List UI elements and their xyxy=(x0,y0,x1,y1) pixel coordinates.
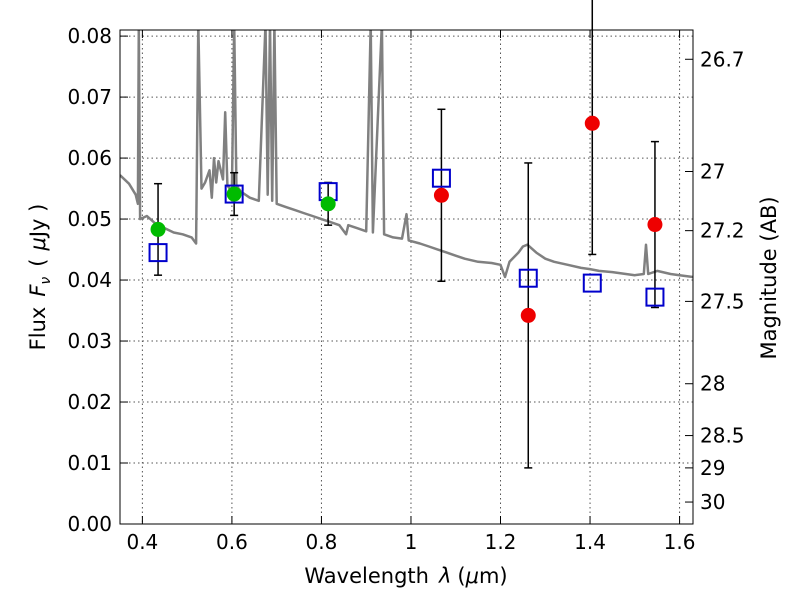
observed-flux-point xyxy=(584,115,600,131)
model-photometry-square xyxy=(645,287,665,307)
magnitude-tick-label: 27.5 xyxy=(700,289,745,313)
magnitude-tick-label: 30 xyxy=(700,490,725,514)
y-tick-label: 0.07 xyxy=(67,85,112,109)
y-tick-label: 0.06 xyxy=(67,146,112,170)
y-axis-label-unit-mu: μ xyxy=(26,237,50,251)
y-axis-label-subscript: ν xyxy=(38,277,54,285)
y-axis-label-unit-open: ( xyxy=(26,259,50,267)
y2-axis-label: Magnitude (AB) xyxy=(757,196,781,359)
x-tick-label: 1 xyxy=(405,530,418,554)
x-axis-label: Wavelength λ (μm) xyxy=(304,564,507,588)
x-tick-label: 1.4 xyxy=(574,530,606,554)
model-photometry-square xyxy=(224,184,244,204)
magnitude-tick-label: 28 xyxy=(700,372,725,396)
magnitude-tick-label: 27.2 xyxy=(700,219,745,243)
y-tick-label: 0.01 xyxy=(67,451,112,475)
model-photometry-square xyxy=(582,273,602,293)
y-axis-label-text: Flux xyxy=(26,307,50,351)
y-tick-label: 0.02 xyxy=(67,390,112,414)
tick-layer: 0.4 0.6 0.8 1 1.2 1.4 1.6 0.00 0.01 0.02 0.03 0.04 0… xyxy=(67,24,744,554)
observed-flux-point xyxy=(320,196,336,212)
y-tick-label: 0.00 xyxy=(67,512,112,536)
y-tick-label: 0.05 xyxy=(67,207,112,231)
x-axis-label-unit-mu: μ xyxy=(465,564,479,588)
y-tick-label: 0.08 xyxy=(67,24,112,48)
observed-flux-point xyxy=(520,307,536,323)
x-axis-label-symbol: λ xyxy=(438,564,451,588)
x-tick-label: 0.8 xyxy=(306,530,338,554)
model-photometry-square xyxy=(518,268,538,288)
x-tick-label: 1.6 xyxy=(664,530,696,554)
spectrum-line xyxy=(120,30,693,279)
model-photometry-square xyxy=(148,243,168,263)
x-axis-label-unit-open: ( xyxy=(457,564,465,588)
x-tick-label: 0.6 xyxy=(216,530,248,554)
y-axis-label-unit-rest: Jy ) xyxy=(26,204,50,240)
x-tick-label: 1.2 xyxy=(485,530,517,554)
magnitude-tick-label: 28.5 xyxy=(700,424,745,448)
observed-flux-point xyxy=(647,217,663,233)
marker-layer xyxy=(148,115,665,323)
magnitude-tick-label: 26.7 xyxy=(700,47,745,71)
plot-background xyxy=(120,30,693,524)
magnitude-tick-label: 27 xyxy=(700,159,725,183)
magnitude-tick-label: 29 xyxy=(700,456,725,480)
model-photometry-square xyxy=(431,168,451,188)
y-axis-label-symbol: F xyxy=(26,284,50,297)
y-tick-label: 0.04 xyxy=(67,268,112,292)
x-axis-label-unit-rest: m) xyxy=(479,564,508,588)
y-axis-label: Flux Fν ( μJy ) xyxy=(26,204,54,351)
x-tick-label: 0.4 xyxy=(126,530,158,554)
observed-flux-point xyxy=(433,187,449,203)
y-tick-label: 0.03 xyxy=(67,329,112,353)
observed-flux-point xyxy=(226,186,242,202)
plot-frame xyxy=(119,29,694,525)
x-axis-label-text: Wavelength xyxy=(304,564,429,588)
spectrum-layer xyxy=(120,30,693,279)
grid-layer xyxy=(120,30,693,525)
observed-flux-point xyxy=(150,221,166,237)
